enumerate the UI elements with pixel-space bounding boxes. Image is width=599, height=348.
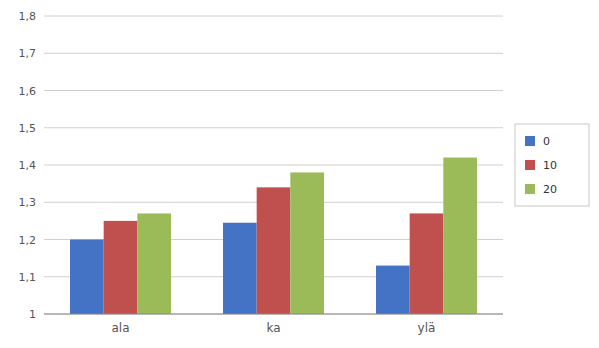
grid-line [44, 127, 503, 128]
y-tick-label: 1,1 [19, 271, 37, 284]
bar [137, 213, 171, 314]
bar [410, 213, 444, 314]
grid-line [44, 314, 503, 315]
y-tick-label: 1,2 [19, 234, 37, 247]
y-tick-label: 1,4 [19, 159, 37, 172]
bars [70, 158, 477, 314]
legend-swatch [525, 160, 535, 170]
bar [443, 158, 477, 314]
grid-line [44, 165, 503, 166]
grid-line [44, 90, 503, 91]
bar [223, 223, 257, 314]
bar [376, 266, 410, 314]
grid-line [44, 53, 503, 54]
bar [104, 221, 138, 314]
grid-line [44, 16, 503, 17]
legend-label: 20 [543, 183, 557, 196]
x-tick-label: ala [111, 321, 129, 335]
legend: 0 10 20 [515, 124, 589, 206]
y-tick-label: 1 [29, 308, 36, 321]
grid [44, 16, 503, 314]
bar [290, 172, 324, 314]
x-axis-line [44, 314, 503, 315]
bar [257, 187, 291, 314]
legend-label: 10 [543, 159, 557, 172]
y-tick-label: 1,7 [19, 47, 37, 60]
x-tick-label: ka [266, 321, 280, 335]
legend-swatch [525, 184, 535, 194]
legend-box [515, 124, 589, 206]
legend-swatch [525, 136, 535, 146]
y-tick-label: 1,3 [19, 196, 37, 209]
bar [70, 240, 104, 315]
x-tick-label: ylä [418, 321, 436, 335]
y-tick-label: 1,5 [19, 122, 37, 135]
chart: 1 1,1 1,2 1,3 1,4 1,5 1,6 1,7 1,8 ala ka ylä 0 10 20 [0, 0, 599, 348]
legend-label: 0 [543, 135, 550, 148]
y-tick-label: 1,8 [19, 10, 37, 23]
y-tick-label: 1,6 [19, 85, 37, 98]
